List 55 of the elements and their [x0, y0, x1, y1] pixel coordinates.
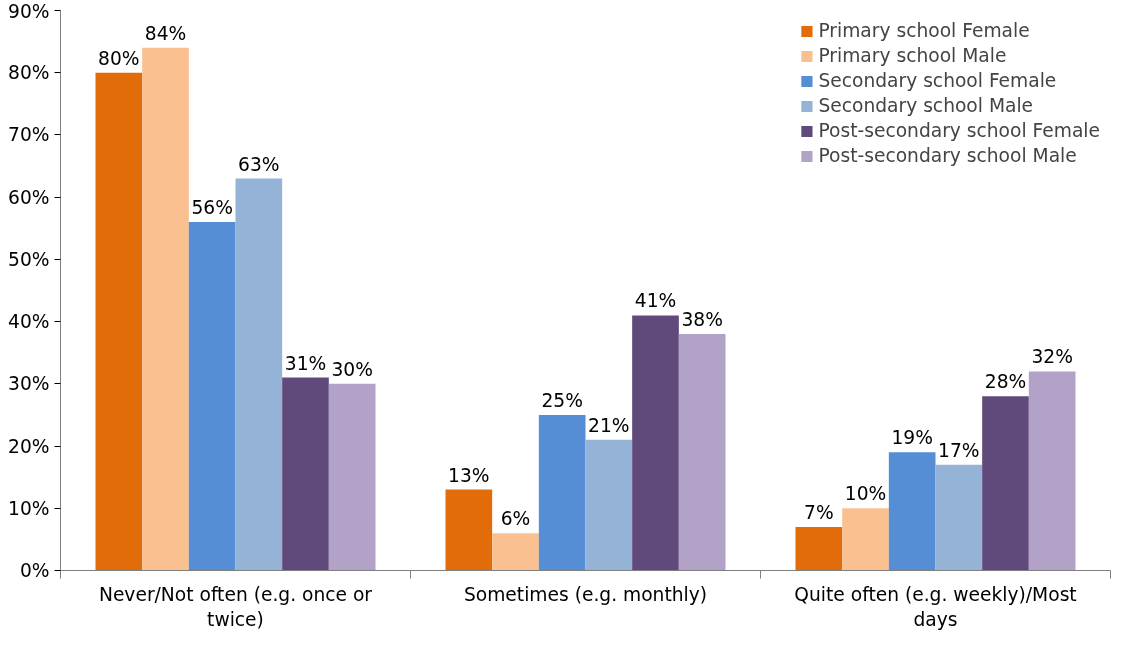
bar	[935, 464, 983, 571]
y-tick-label: 80%	[8, 62, 50, 84]
y-tick-label: 0%	[19, 560, 50, 581]
legend-label: Primary school Female	[818, 20, 1030, 41]
bar	[445, 489, 493, 571]
data-label: 31%	[284, 352, 327, 374]
bar	[678, 334, 726, 571]
data-label: 30%	[331, 358, 373, 380]
data-label: 25%	[541, 389, 583, 411]
data-label: 10%	[844, 483, 887, 505]
data-label: 7%	[804, 501, 834, 523]
y-tick-label: 70%	[8, 124, 50, 146]
data-label: 21%	[588, 414, 630, 436]
data-label: 56%	[191, 197, 233, 219]
bar	[282, 377, 329, 571]
data-label: 28%	[984, 371, 1027, 393]
y-tick-label: 30%	[8, 373, 50, 395]
bar	[1028, 371, 1076, 571]
bar	[142, 47, 189, 571]
bar	[492, 533, 539, 571]
bar	[95, 72, 143, 571]
data-label: 80%	[98, 47, 140, 69]
y-tick-label: 40%	[8, 311, 50, 333]
bar	[888, 452, 936, 571]
bar	[982, 396, 1029, 571]
y-tick-label: 50%	[8, 248, 50, 270]
bar	[235, 178, 283, 571]
data-label: 63%	[238, 153, 280, 175]
data-label: 13%	[448, 464, 490, 486]
bar	[585, 439, 633, 571]
data-label: 84%	[144, 22, 187, 44]
legend-label: Primary school Male	[818, 45, 1007, 66]
bar	[538, 414, 586, 571]
legend-label: Post-secondary school Male	[818, 145, 1077, 166]
bar	[632, 315, 679, 571]
x-tick-label: Quite often (e.g. weekly)/Most days	[794, 583, 1077, 630]
legend-label: Secondary school Female	[818, 70, 1057, 91]
bar	[795, 526, 843, 571]
x-tick-label: Never/Not often (e.g. once or twice)	[98, 583, 373, 630]
y-tick-label: 90%	[8, 0, 50, 22]
y-tick-label: 10%	[8, 497, 50, 519]
data-label: 6%	[500, 508, 531, 530]
bar	[842, 508, 889, 571]
legend-label: Secondary school Male	[818, 95, 1034, 116]
x-tick-label: Sometimes (e.g. monthly)	[463, 583, 708, 605]
bar	[328, 383, 376, 571]
bar	[188, 222, 236, 571]
data-label: 32%	[1031, 346, 1073, 368]
data-label: 41%	[634, 290, 677, 312]
data-label: 17%	[938, 439, 980, 461]
data-label: 19%	[891, 427, 933, 449]
legend-label: Post-secondary school Female	[818, 120, 1100, 141]
data-label: 38%	[681, 309, 723, 331]
y-tick-label: 20%	[8, 435, 50, 457]
y-tick-label: 60%	[8, 186, 50, 208]
